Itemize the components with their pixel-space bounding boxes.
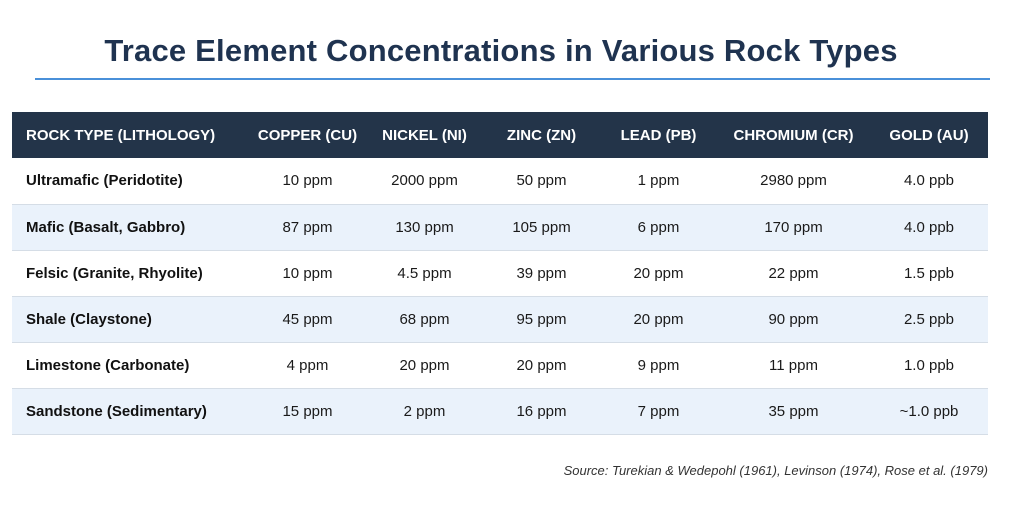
chromium-cell: 11 ppm xyxy=(717,342,870,389)
copper-cell: 87 ppm xyxy=(249,204,366,251)
table-row: Sandstone (Sedimentary) 15 ppm 2 ppm 16 … xyxy=(12,388,988,435)
rock-type-cell: Mafic (Basalt, Gabbro) xyxy=(12,204,249,251)
column-header-zinc: ZINC (ZN) xyxy=(483,112,600,158)
gold-cell: 1.5 ppb xyxy=(870,250,988,297)
nickel-cell: 2000 ppm xyxy=(366,158,483,205)
zinc-cell: 16 ppm xyxy=(483,388,600,435)
copper-cell: 45 ppm xyxy=(249,296,366,343)
gold-cell: 4.0 ppb xyxy=(870,158,988,205)
lead-cell: 20 ppm xyxy=(600,296,717,343)
chromium-cell: 22 ppm xyxy=(717,250,870,297)
lead-cell: 20 ppm xyxy=(600,250,717,297)
table-row: Mafic (Basalt, Gabbro) 87 ppm 130 ppm 10… xyxy=(12,204,988,251)
copper-cell: 10 ppm xyxy=(249,158,366,205)
zinc-cell: 95 ppm xyxy=(483,296,600,343)
rock-type-cell: Ultramafic (Peridotite) xyxy=(12,158,249,205)
gold-cell: 1.0 ppb xyxy=(870,342,988,389)
zinc-cell: 20 ppm xyxy=(483,342,600,389)
lead-cell: 9 ppm xyxy=(600,342,717,389)
copper-cell: 15 ppm xyxy=(249,388,366,435)
nickel-cell: 130 ppm xyxy=(366,204,483,251)
chromium-cell: 170 ppm xyxy=(717,204,870,251)
table-row: Shale (Claystone) 45 ppm 68 ppm 95 ppm 2… xyxy=(12,296,988,343)
column-header-copper: COPPER (CU) xyxy=(249,112,366,158)
nickel-cell: 68 ppm xyxy=(366,296,483,343)
nickel-cell: 4.5 ppm xyxy=(366,250,483,297)
gold-cell: 4.0 ppb xyxy=(870,204,988,251)
lead-cell: 1 ppm xyxy=(600,158,717,205)
page-title: Trace Element Concentrations in Various … xyxy=(104,33,898,68)
copper-cell: 4 ppm xyxy=(249,342,366,389)
lead-cell: 7 ppm xyxy=(600,388,717,435)
column-header-nickel: NICKEL (NI) xyxy=(366,112,483,158)
table-header-row: ROCK TYPE (LITHOLOGY) COPPER (CU) NICKEL… xyxy=(12,112,988,158)
zinc-cell: 50 ppm xyxy=(483,158,600,205)
chromium-cell: 35 ppm xyxy=(717,388,870,435)
chromium-cell: 2980 ppm xyxy=(717,158,870,205)
trace-element-table: ROCK TYPE (LITHOLOGY) COPPER (CU) NICKEL… xyxy=(12,112,988,435)
chromium-cell: 90 ppm xyxy=(717,296,870,343)
gold-cell: 2.5 ppb xyxy=(870,296,988,343)
rock-type-cell: Felsic (Granite, Rhyolite) xyxy=(12,250,249,297)
title-divider xyxy=(35,78,990,80)
copper-cell: 10 ppm xyxy=(249,250,366,297)
rock-type-cell: Shale (Claystone) xyxy=(12,296,249,343)
gold-cell: ~1.0 ppb xyxy=(870,388,988,435)
rock-type-cell: Sandstone (Sedimentary) xyxy=(12,388,249,435)
table-row: Felsic (Granite, Rhyolite) 10 ppm 4.5 pp… xyxy=(12,250,988,297)
rock-type-cell: Limestone (Carbonate) xyxy=(12,342,249,389)
zinc-cell: 105 ppm xyxy=(483,204,600,251)
column-header-lead: LEAD (PB) xyxy=(600,112,717,158)
table-row: Ultramafic (Peridotite) 10 ppm 2000 ppm … xyxy=(12,158,988,205)
lead-cell: 6 ppm xyxy=(600,204,717,251)
table-row: Limestone (Carbonate) 4 ppm 20 ppm 20 pp… xyxy=(12,342,988,389)
column-header-chromium: CHROMIUM (CR) xyxy=(717,112,870,158)
zinc-cell: 39 ppm xyxy=(483,250,600,297)
column-header-gold: GOLD (AU) xyxy=(870,112,988,158)
nickel-cell: 2 ppm xyxy=(366,388,483,435)
column-header-rock-type: ROCK TYPE (LITHOLOGY) xyxy=(12,112,249,158)
nickel-cell: 20 ppm xyxy=(366,342,483,389)
source-citation: Source: Turekian & Wedepohl (1961), Levi… xyxy=(563,463,988,478)
